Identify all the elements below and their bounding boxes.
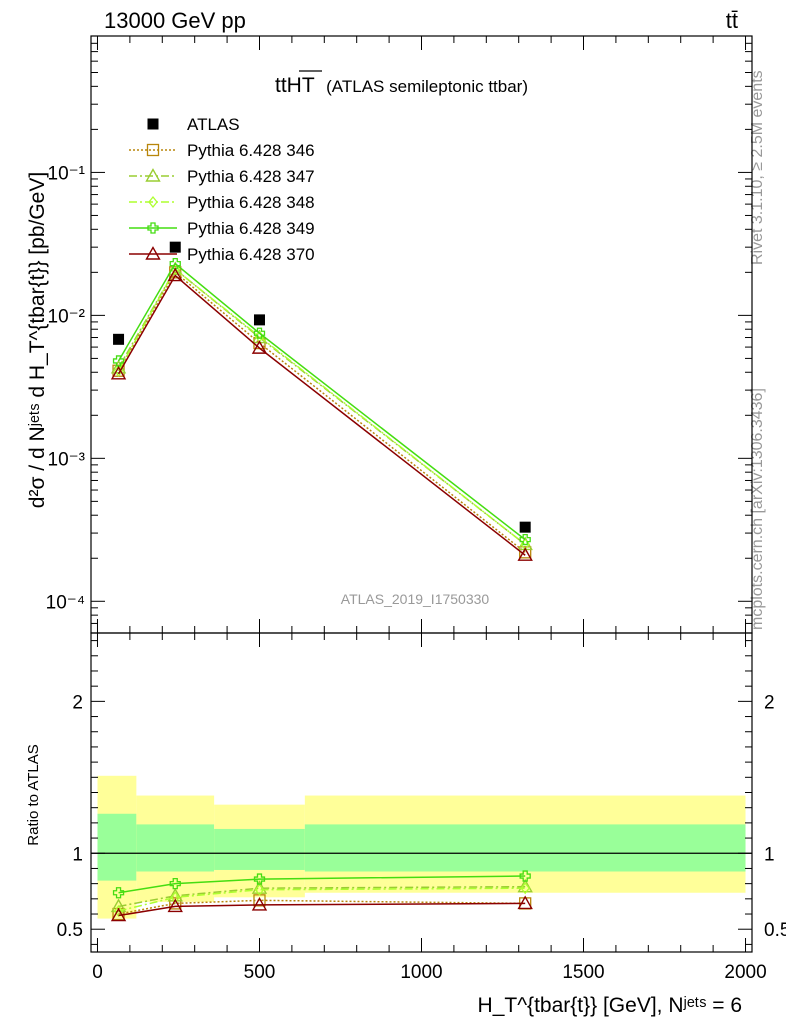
series-line-p346 [117, 271, 526, 553]
x-tick-label: 1000 [400, 962, 442, 983]
x-tick-label: 2000 [724, 962, 766, 983]
point-p370 [251, 340, 268, 354]
ratio-point-p347 [251, 880, 268, 894]
legend-marker-data [147, 118, 159, 130]
x-axis-label: H_T^{tbar{t}} [GeV], Nʲᵉᵗˢ = 6 [478, 994, 742, 1017]
y-axis-label-ratio: Ratio to ATLAS [25, 744, 42, 845]
series-line-p370 [117, 274, 526, 556]
main-x-ticks [96, 36, 747, 633]
plot-title-sub: (ATLAS semileptonic ttbar) [326, 77, 528, 96]
band-inner [304, 824, 746, 872]
point-p349 [519, 533, 531, 546]
ratio-point-p348 [520, 882, 531, 895]
main-y-ticks: 10⁻⁴ 10⁻³ 10⁻² 10⁻¹ [46, 35, 752, 634]
legend-marker-p346 [146, 143, 160, 157]
main-series [110, 241, 533, 561]
series-line-p347 [117, 268, 526, 545]
mcplots-label: mcplots.cern.ch [arXiv:1306.3436] [749, 388, 766, 630]
ratio-series [110, 870, 533, 922]
legend-label-p347: Pythia 6.428 347 [187, 167, 315, 186]
y-axis-label-main: d²σ / d Nʲᵉᵗˢ d H_T^{tbar{t}} [pb/GeV] [26, 172, 49, 508]
ratio-y-label-right: 2 [764, 692, 775, 713]
point-p349 [253, 327, 266, 339]
x-tick-label: 1500 [562, 962, 604, 983]
x-tick-label: 0 [92, 962, 103, 983]
ratio-line-p370 [118, 902, 526, 917]
ratio-point-p349 [112, 887, 125, 899]
point-p370 [167, 267, 183, 282]
point-data [253, 314, 265, 326]
ratio-line-p347 [118, 885, 526, 908]
legend-marker-p349 [147, 222, 159, 234]
x-tick-label: 500 [244, 962, 276, 983]
plot-title: ttHT (ATLAS semileptonic ttbar) [275, 74, 528, 97]
point-p349 [112, 355, 125, 367]
ratio-line-p346 [118, 899, 526, 915]
legend: ATLAS Pythia 6.428 346 Pythia 6.428 347 Pyt… [129, 115, 315, 264]
legend-label-data: ATLAS [187, 115, 240, 134]
legend-label-p370: Pythia 6.428 370 [187, 245, 315, 264]
rivet-label: Rivet 3.1.10, ≥ 2.5M events [749, 70, 766, 265]
point-p370 [110, 365, 127, 380]
legend-marker-p348 [148, 195, 158, 209]
legend-marker-p347 [145, 168, 161, 182]
uncertainty-bands [97, 775, 746, 919]
point-data [169, 241, 181, 253]
ratio-y-label-left: 0.5 [57, 920, 83, 941]
legend-label-p346: Pythia 6.428 346 [187, 141, 315, 160]
ratio-line-p349 [118, 875, 526, 894]
ratio-point-p349 [519, 870, 531, 882]
ratio-plot-panel: 0.5 0.5 1 1 2 2 0 500 1000 1500 2000 [57, 632, 786, 983]
band-inner [97, 813, 137, 881]
ratio-point-p347 [517, 878, 533, 893]
point-p370 [517, 547, 533, 561]
point-data [113, 333, 125, 345]
ratio-point-p349 [253, 873, 266, 885]
ratio-point-p348 [113, 904, 124, 918]
ratio-point-p370 [110, 907, 127, 922]
y-tick-label: 10⁻³ [48, 449, 86, 470]
ratio-point-p347 [110, 898, 127, 913]
plot-title-main: ttHT [275, 74, 315, 97]
ratio-x-ticks: 0 500 1000 1500 2000 [92, 633, 767, 983]
ratio-point-p348 [170, 891, 181, 904]
legend-marker-p370 [145, 246, 161, 260]
ratio-point-p370 [251, 896, 268, 911]
ratio-line-p348 [118, 887, 526, 912]
analysis-watermark: ATLAS_2019_I1750330 [341, 591, 490, 607]
ratio-y-label-left: 1 [72, 844, 83, 865]
header-energy: 13000 GeV pp [104, 8, 246, 33]
ratio-point-p346 [169, 897, 182, 910]
series-line-p349 [117, 262, 526, 541]
y-tick-label: 10⁻² [48, 306, 86, 327]
ratio-y-ticks: 0.5 0.5 1 1 2 2 [57, 640, 786, 945]
legend-label-p348: Pythia 6.428 348 [187, 193, 315, 212]
ratio-point-p349 [169, 877, 181, 890]
header-process: tt̄ [726, 8, 738, 33]
main-plot-panel: 10⁻⁴ 10⁻³ 10⁻² 10⁻¹ ttHT (ATLAS semileptoni… [46, 35, 753, 634]
ratio-point-p370 [167, 898, 183, 913]
ratio-y-label-right: 1 [764, 844, 775, 865]
y-tick-label: 10⁻⁴ [46, 592, 85, 613]
series-line-p348 [117, 268, 526, 545]
band-inner [136, 824, 215, 872]
ratio-point-p348 [254, 883, 265, 896]
y-tick-label: 10⁻¹ [48, 163, 86, 184]
ratio-point-p370 [517, 895, 533, 910]
point-p346 [519, 546, 532, 559]
point-data [519, 521, 531, 533]
legend-label-p349: Pythia 6.428 349 [187, 219, 315, 238]
point-p349 [169, 258, 181, 270]
ratio-y-label-left: 2 [72, 692, 83, 713]
ratio-y-label-right: 0.5 [764, 920, 786, 941]
y-label-main-text: d²σ / d Nʲᵉᵗˢ d H_T^{tbar{t}} [pb/GeV] [26, 172, 49, 508]
band-inner [214, 828, 305, 870]
